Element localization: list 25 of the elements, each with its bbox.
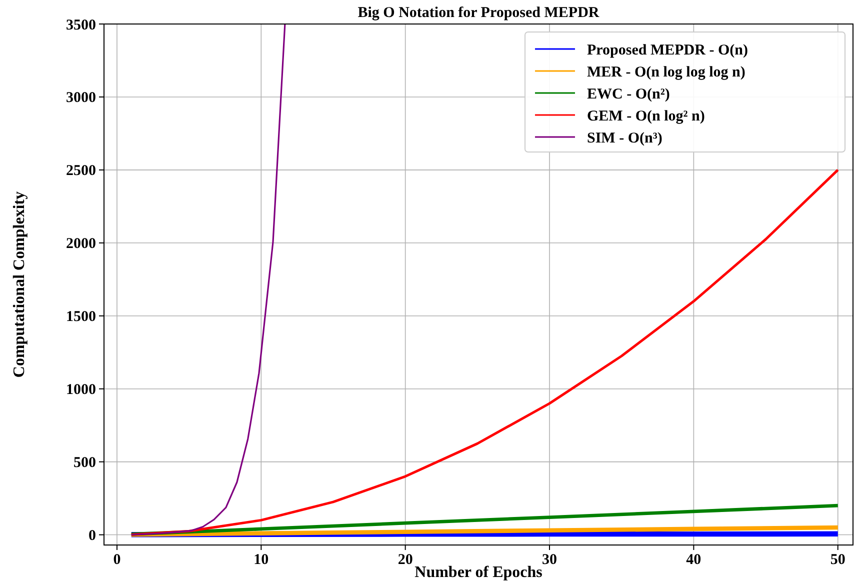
x-tick-label: 50 (830, 552, 846, 568)
x-tick-label: 40 (686, 552, 702, 568)
y-axis-title: Computational Complexity (11, 191, 28, 378)
y-tick-label: 3500 (66, 17, 96, 34)
x-tick-label: 30 (542, 552, 558, 568)
x-axis-title: Number of Epochs (414, 564, 542, 581)
y-tick-label: 500 (74, 455, 96, 472)
y-tick-label: 2000 (66, 236, 96, 252)
legend-label: EWC - O(n²) (587, 86, 670, 102)
line-series (130, 24, 286, 536)
x-tick-label: 10 (254, 552, 269, 568)
y-tick-label: 0 (88, 528, 96, 544)
x-tick-label: 20 (398, 552, 413, 568)
chart-title: Big O Notation for Proposed MEPDR (358, 5, 600, 21)
y-tick-label: 1000 (66, 382, 96, 398)
y-tick-label: 3000 (66, 90, 96, 106)
legend-label: GEM - O(n log² n) (587, 108, 705, 124)
y-tick-label: 1500 (66, 309, 96, 326)
legend-label: Proposed MEPDR - O(n) (587, 42, 748, 58)
y-tick-label: 2500 (66, 163, 96, 180)
legend-label: MER - O(n log log log n) (587, 64, 746, 80)
line-series (130, 168, 840, 536)
legend-label: SIM - O(n³) (587, 130, 662, 146)
x-tick-label: 0 (113, 552, 121, 568)
line-series (130, 504, 840, 536)
